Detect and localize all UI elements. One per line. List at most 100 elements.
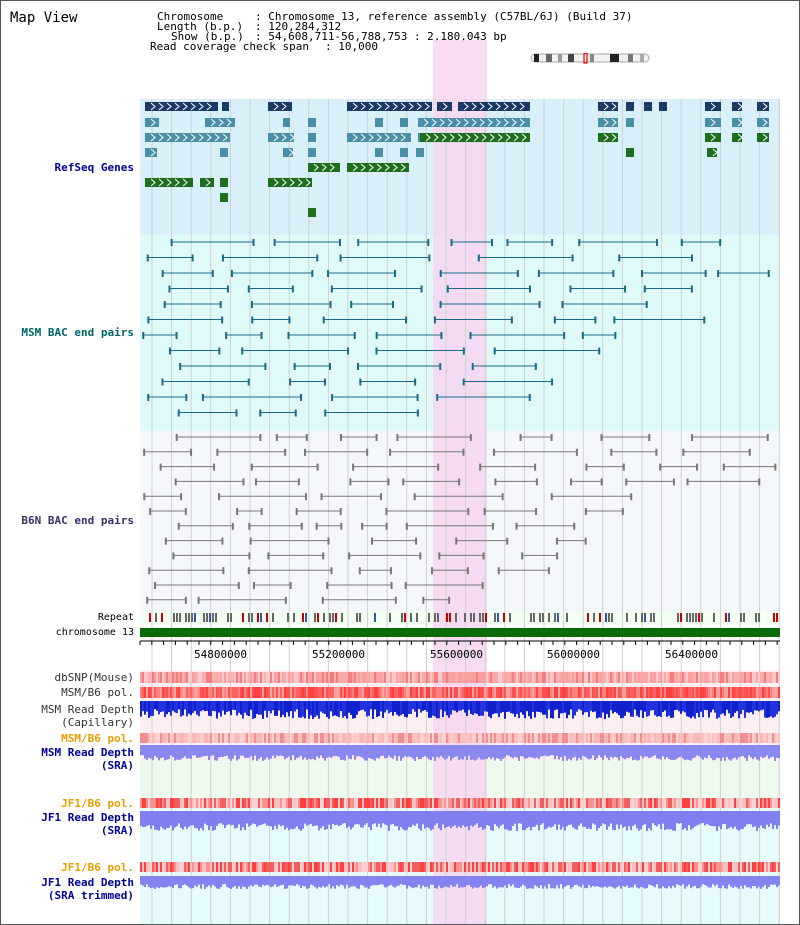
msm-sra-depth [410,745,412,758]
dbsnp-strip [474,672,476,683]
jf1-trim-depth [764,876,766,886]
msm-bac-pair-end [147,394,150,401]
jf1-sra-depth [504,811,506,830]
msm-sra-depth [466,745,468,760]
b6n-bac-pair-end [419,552,422,560]
jf1-sra-depth [622,811,624,828]
msm-sra-pol-strip [236,733,238,743]
jf1-trim-depth [292,876,294,886]
dbsnp-strip [392,672,394,683]
track-label-b6n-bac[interactable]: B6N BAC end pairs [21,514,134,527]
msm-cap-depth [342,701,344,718]
jf1-pol-strip [688,798,690,808]
jf1-pol-strip [398,798,400,808]
repeat-mark [701,613,703,622]
repeat-mark [692,613,694,622]
jf1-trim-pol-strip [754,862,756,872]
b6n-bac-pair-end [148,567,151,575]
track-label-msm-bac[interactable]: MSM BAC end pairs [21,326,134,339]
msm-sra-pol-strip [386,733,388,743]
msm-sra-pol-strip [638,733,640,743]
msm-pol-strip [706,687,708,698]
msm-pol-strip [564,687,566,698]
jf1-trim-pol-strip [422,862,424,872]
jf1-trim-pol-strip [558,862,560,872]
msm-pol-strip [534,687,536,698]
jf1-pol-strip [674,798,676,808]
b6n-bac-pair-end [506,537,509,545]
jf1-trim-pol-strip [462,862,464,872]
jf1-sra-depth [300,811,302,831]
dbsnp-strip [230,672,232,683]
b6n-bac-pair-end [267,552,270,560]
jf1-trim-depth [584,876,586,889]
jf1-pol-strip [190,798,192,808]
msm-pol-strip [754,687,756,698]
jf1-trim-pol-strip [534,862,536,872]
jf1-sra-depth [218,811,220,824]
msm-sra-depth [308,745,310,759]
jf1-trim-pol-strip [208,862,210,872]
jf1-pol-strip [334,798,336,808]
jf1-trim-pol-strip [738,862,740,872]
dbsnp-strip [694,672,696,683]
chromosome-ideogram[interactable] [530,53,650,64]
dbsnp-strip [274,672,276,683]
jf1-sra-depth [718,811,720,827]
dbsnp-strip [468,672,470,683]
jf1-trim-depth [278,876,280,887]
dbsnp-strip [754,672,756,683]
msm-bac-pair-end [516,270,519,277]
msm-bac-pair-end [324,409,327,417]
jf1-sra-depth [370,811,372,831]
msm-pol-strip [472,687,474,698]
jf1-pol-strip [462,798,464,808]
msm-sra-depth [414,745,416,761]
b6n-bac-pair-end [320,493,323,501]
msm-sra-pol-strip [618,733,620,743]
msm-pol-strip [230,687,232,698]
msm-sra-depth [306,745,308,760]
msm-pol-strip [164,687,166,698]
msm-cap-depth [384,701,386,713]
msm-pol-strip [526,687,528,698]
repeat-mark [680,613,682,622]
jf1-sra-depth [442,811,444,825]
dbsnp-strip [234,672,236,683]
msm-sra-depth [742,745,744,757]
msm-sra-depth [586,745,588,759]
jf1-sra-depth [424,811,426,829]
msm-bac-pair-end [528,394,531,401]
jf1-pol-strip [552,798,554,808]
msm-pol-strip [516,687,518,698]
jf1-pol-strip [364,798,366,808]
msm-pol-strip [152,687,154,698]
dbsnp-strip [626,672,628,683]
jf1-sra-depth [532,811,534,827]
dbsnp-strip [222,672,224,683]
jf1-pol-strip [300,798,302,808]
repeat-mark [251,613,253,622]
jf1-sra-depth [476,811,478,824]
jf1-sra-depth [142,811,144,828]
jf1-trim-pol-strip [668,862,670,872]
msm-cap-depth [186,701,188,717]
track-label-msm-b6-pol: MSM/B6 pol. [61,686,134,699]
jf1-trim-pol-strip [500,862,502,872]
jf1-trim-depth [192,876,194,889]
msm-cap-depth [262,701,264,719]
msm-pol-strip [750,687,752,698]
msm-sra-pol-strip [232,733,234,743]
msm-bac-pair-end [428,254,431,262]
jf1-trim-pol-strip [402,862,404,872]
dbsnp-strip [666,672,668,683]
jf1-trim-pol-strip [602,862,604,872]
jf1-sra-depth [268,811,270,826]
track-label-refseq[interactable]: RefSeq Genes [54,161,134,174]
msm-cap-depth [372,701,374,719]
msm-sra-pol-strip [284,733,286,743]
jf1-pol-strip [222,798,224,808]
msm-cap-depth [676,701,678,710]
gene-block [375,148,383,157]
